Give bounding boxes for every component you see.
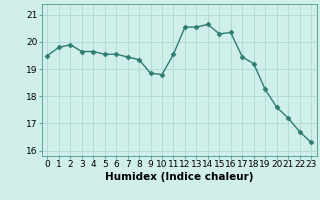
X-axis label: Humidex (Indice chaleur): Humidex (Indice chaleur) — [105, 172, 253, 182]
